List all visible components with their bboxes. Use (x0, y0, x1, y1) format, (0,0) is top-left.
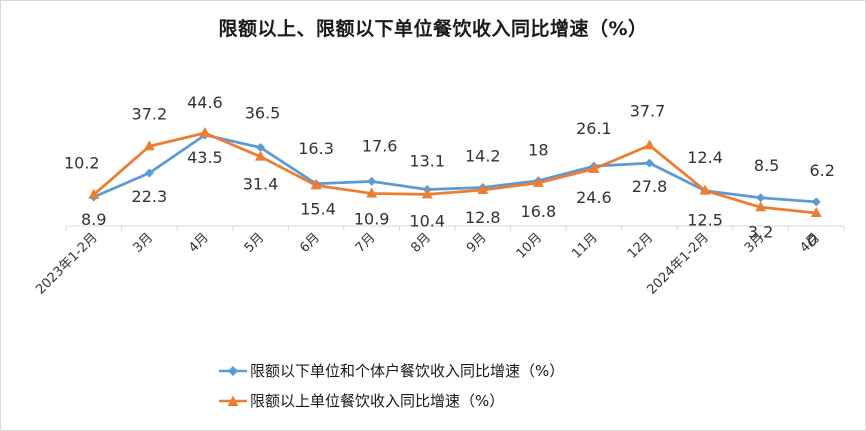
series-2-point-triangle (421, 188, 433, 199)
axis-layer (65, 225, 845, 231)
data-label-series-1: 6.2 (809, 161, 834, 180)
series-2-point-triangle (310, 179, 322, 190)
legend-label-series-1: 限额以下单位和个体户餐饮收入同比增速（%） (250, 362, 565, 380)
x-tick-label: 10月 (514, 230, 545, 261)
x-tick-label: 9月 (464, 230, 490, 256)
series-2-point-triangle (199, 127, 211, 137)
chart-title: 限额以上、限额以下单位餐饮收入同比增速（%） (218, 18, 648, 40)
series-1-point-diamond (811, 197, 821, 207)
series-2-point-triangle (88, 188, 100, 199)
x-tick-label: 8月 (408, 230, 434, 256)
series-line-2 (92, 131, 817, 215)
series-1-point-diamond (367, 176, 377, 186)
series-2-point-triangle (755, 201, 767, 212)
data-label-series-1: 22.3 (132, 187, 168, 206)
series-2-point-triangle (477, 184, 489, 195)
x-tick-label: 3月 (131, 230, 157, 256)
data-label-series-1: 8.9 (81, 210, 106, 229)
x-tick-label: 2023年1-2月 (33, 230, 100, 297)
data-label-series-2: 12.8 (465, 208, 501, 227)
x-tick-label: 5月 (242, 230, 268, 256)
series-layer (88, 127, 822, 217)
series-2-point-triangle (255, 150, 266, 161)
series-1-point-diamond (645, 158, 654, 168)
data-label-series-1: 26.1 (576, 119, 612, 138)
x-tick-label-layer: 2023年1-2月 3月 4月 5月 6月 7月 8月 9月 10月 11月 12月2024年1-2… (33, 230, 823, 297)
data-label-series-2: 24.6 (576, 188, 612, 207)
data-label-series-2: 10.4 (409, 211, 445, 230)
x-tick-label: 7月 (353, 230, 379, 256)
series-2-point-triangle (143, 140, 155, 151)
series-2-point-triangle (699, 184, 711, 195)
x-tick-label: 12月 (625, 230, 656, 261)
data-label-series-1: 18 (528, 141, 548, 160)
data-label-series-1: 12.4 (687, 148, 723, 167)
x-tick-label: 4月 (186, 230, 212, 256)
data-label-series-1: 36.5 (245, 104, 281, 123)
data-label-series-2: 15.4 (300, 199, 336, 218)
data-label-series-1: 16.3 (298, 139, 334, 158)
data-label-series-1: 8.5 (754, 156, 779, 175)
legend-swatch-diamond (219, 366, 247, 376)
data-label-series-2: 12.5 (687, 211, 723, 230)
data-label-series-2: 10.2 (64, 154, 100, 173)
data-label-series-1: 27.8 (632, 177, 668, 196)
series-1-point-diamond (144, 168, 154, 178)
series-2-point-triangle (644, 139, 655, 150)
x-tick-label: 11月 (569, 230, 600, 261)
data-label-series-2: 37.7 (630, 101, 666, 120)
series-2-point-triangle (588, 162, 600, 173)
data-label-layer: 8.9 22.3 43.5 36.5 16.3 17.6 13.1 14.2 18 26.1 27.… (64, 93, 835, 250)
x-tick-label: 6月 (297, 230, 323, 256)
data-label-series-1: 14.2 (465, 147, 501, 166)
data-label-series-2: 10.9 (354, 209, 390, 228)
data-label-series-2: 44.6 (187, 93, 223, 112)
series-1-point-diamond (256, 143, 265, 153)
series-2-point-triangle (366, 187, 378, 198)
x-tick-label: 4月 (797, 230, 823, 256)
data-label-series-2: 16.8 (521, 202, 557, 221)
data-label-series-2: 31.4 (243, 175, 279, 194)
legend-swatch-triangle (219, 395, 247, 406)
data-label-series-2: 37.2 (132, 104, 168, 123)
data-label-series-2: 0 (807, 231, 817, 250)
legend-label-series-2: 限额以上单位餐饮收入同比增速（%） (250, 392, 505, 410)
data-label-series-1: 13.1 (409, 152, 445, 171)
series-1-point-diamond (756, 193, 766, 203)
series-2-point-triangle (532, 176, 544, 187)
data-label-series-1: 17.6 (362, 136, 398, 155)
series-2-point-triangle (810, 207, 822, 217)
data-label-series-1: 43.5 (187, 148, 223, 167)
data-label-series-2: 3.2 (748, 222, 773, 241)
